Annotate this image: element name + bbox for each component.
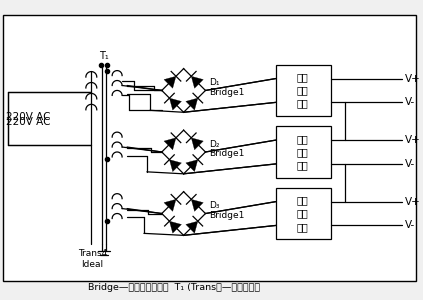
Text: Bridge1: Bridge1: [209, 88, 245, 97]
Text: Bridge—二极管整流全桥  T₁ (Trans，—电源变压器: Bridge—二极管整流全桥 T₁ (Trans，—电源变压器: [88, 284, 260, 292]
Polygon shape: [164, 138, 176, 150]
Text: V+: V+: [405, 74, 421, 83]
Polygon shape: [186, 160, 198, 172]
Text: D₂: D₂: [209, 140, 220, 148]
Polygon shape: [164, 76, 176, 88]
Text: V-: V-: [405, 220, 415, 230]
Text: Bridge1: Bridge1: [209, 211, 245, 220]
Polygon shape: [170, 160, 181, 172]
Text: 220V AC: 220V AC: [5, 117, 50, 127]
Text: D₁: D₁: [209, 78, 220, 87]
Bar: [276, 64, 330, 116]
Text: T₁: T₁: [99, 51, 109, 61]
Text: Trans4
Ideal: Trans4 Ideal: [78, 249, 107, 269]
Polygon shape: [191, 76, 203, 88]
Bar: [276, 188, 330, 239]
Bar: [276, 126, 330, 178]
Text: 稳压
调节
电路: 稳压 调节 电路: [297, 134, 309, 170]
Text: D₃: D₃: [209, 201, 220, 210]
Text: V+: V+: [405, 135, 421, 145]
Polygon shape: [170, 221, 181, 233]
Polygon shape: [186, 221, 198, 233]
Text: 220V AC: 220V AC: [5, 112, 50, 122]
Text: V-: V-: [405, 98, 415, 107]
Text: V+: V+: [405, 196, 421, 207]
Text: 稳压
调节
局路: 稳压 调节 局路: [297, 195, 309, 232]
Polygon shape: [191, 199, 203, 211]
Text: V-: V-: [405, 159, 415, 169]
Polygon shape: [191, 138, 203, 150]
Polygon shape: [170, 98, 181, 110]
Text: Bridge1: Bridge1: [209, 149, 245, 158]
Polygon shape: [186, 98, 198, 110]
Polygon shape: [164, 199, 176, 211]
Bar: [3, 15, 416, 281]
Text: 稳压
调节
电路: 稳压 调节 电路: [297, 72, 309, 109]
